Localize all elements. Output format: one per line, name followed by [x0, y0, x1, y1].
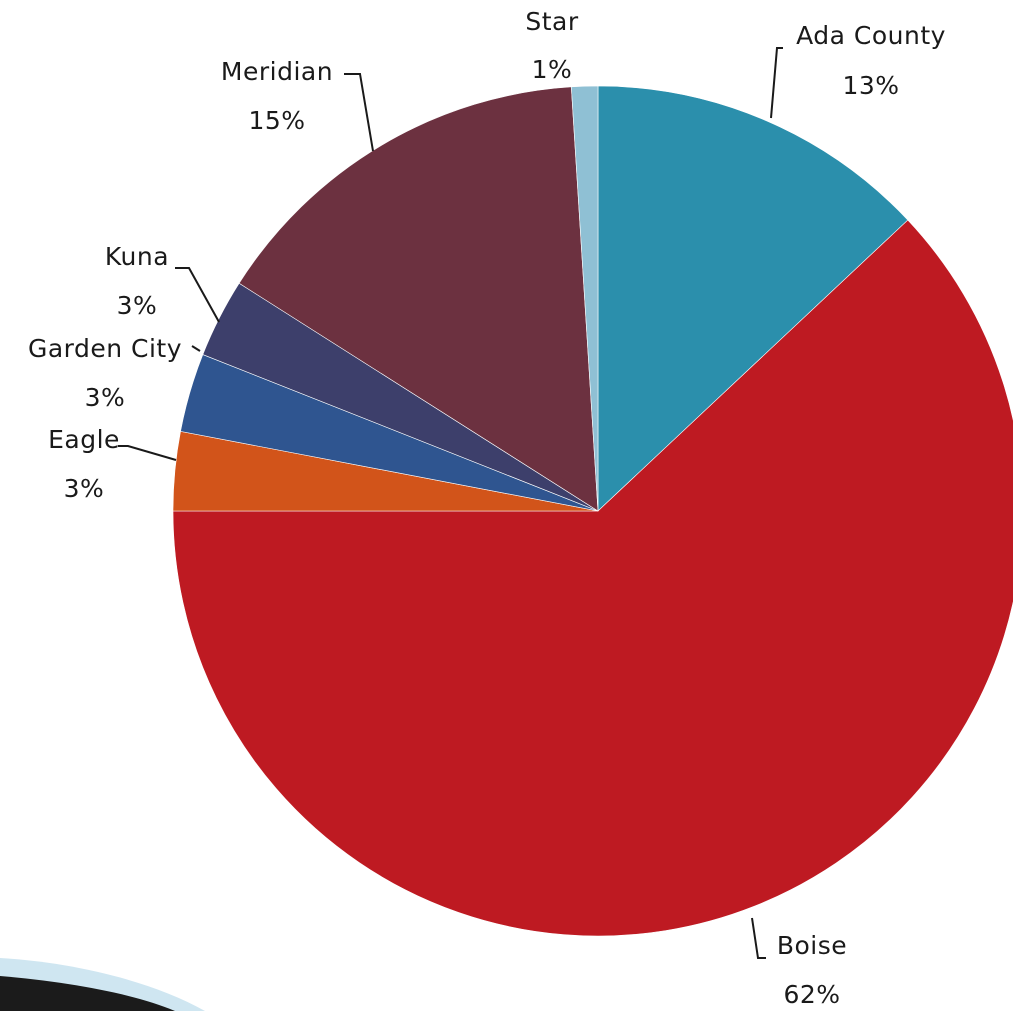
label-boise-value: 62% [783, 980, 840, 1009]
pie-slices [172, 85, 1013, 937]
label-kuna-value: 3% [117, 291, 158, 320]
pie-slice-meridian [238, 86, 599, 512]
data-labels: Star 1% Ada County 13% Meridian 15% Kuna… [28, 7, 946, 1009]
label-ada-county-name: Ada County [796, 21, 946, 50]
leader-lines [118, 47, 783, 959]
label-kuna-name: Kuna [105, 242, 169, 271]
label-star-name: Star [525, 7, 578, 36]
label-meridian-value: 15% [248, 106, 305, 135]
label-garden-city-name: Garden City [28, 334, 182, 363]
label-meridian-name: Meridian [221, 57, 333, 86]
leader-line-eagle [118, 445, 177, 461]
pie-slice-star [570, 85, 599, 512]
label-boise-name: Boise [777, 931, 847, 960]
leader-line-meridian [344, 73, 374, 152]
label-star-value: 1% [532, 55, 573, 84]
leader-line-ada-county [770, 47, 783, 119]
label-garden-city-value: 3% [85, 383, 126, 412]
label-ada-county-value: 13% [842, 71, 899, 100]
label-eagle-value: 3% [64, 474, 105, 503]
label-eagle-name: Eagle [48, 425, 120, 454]
slide-accent-swoosh [0, 958, 205, 1011]
leader-line-boise [751, 917, 766, 959]
pie-slice-boise [172, 219, 1013, 937]
pie-slice-ada-county [597, 85, 909, 512]
leader-line-kuna [175, 267, 220, 323]
leader-line-garden-city [191, 345, 201, 352]
accent-swoosh-dark [0, 976, 175, 1011]
